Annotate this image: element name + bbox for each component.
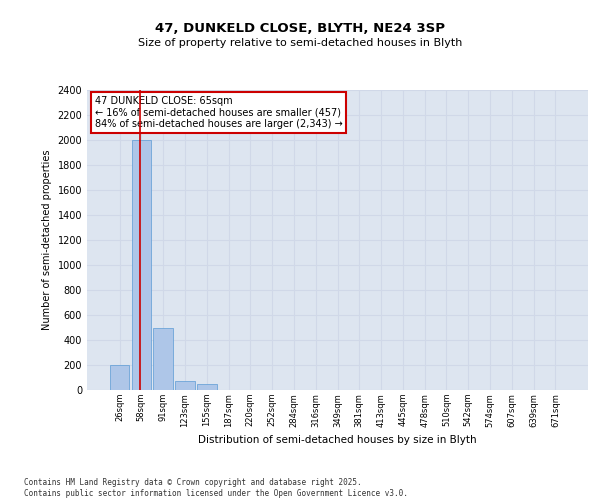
Y-axis label: Number of semi-detached properties: Number of semi-detached properties: [42, 150, 52, 330]
Bar: [197, 384, 217, 390]
Text: 47, DUNKELD CLOSE, BLYTH, NE24 3SP: 47, DUNKELD CLOSE, BLYTH, NE24 3SP: [155, 22, 445, 36]
Bar: [110, 365, 130, 390]
Text: 47 DUNKELD CLOSE: 65sqm
← 16% of semi-detached houses are smaller (457)
84% of s: 47 DUNKELD CLOSE: 65sqm ← 16% of semi-de…: [95, 96, 342, 129]
Bar: [131, 140, 151, 390]
Text: Size of property relative to semi-detached houses in Blyth: Size of property relative to semi-detach…: [138, 38, 462, 48]
X-axis label: Distribution of semi-detached houses by size in Blyth: Distribution of semi-detached houses by …: [198, 435, 477, 445]
Bar: [154, 328, 173, 390]
Bar: [175, 380, 195, 390]
Text: Contains HM Land Registry data © Crown copyright and database right 2025.
Contai: Contains HM Land Registry data © Crown c…: [24, 478, 408, 498]
